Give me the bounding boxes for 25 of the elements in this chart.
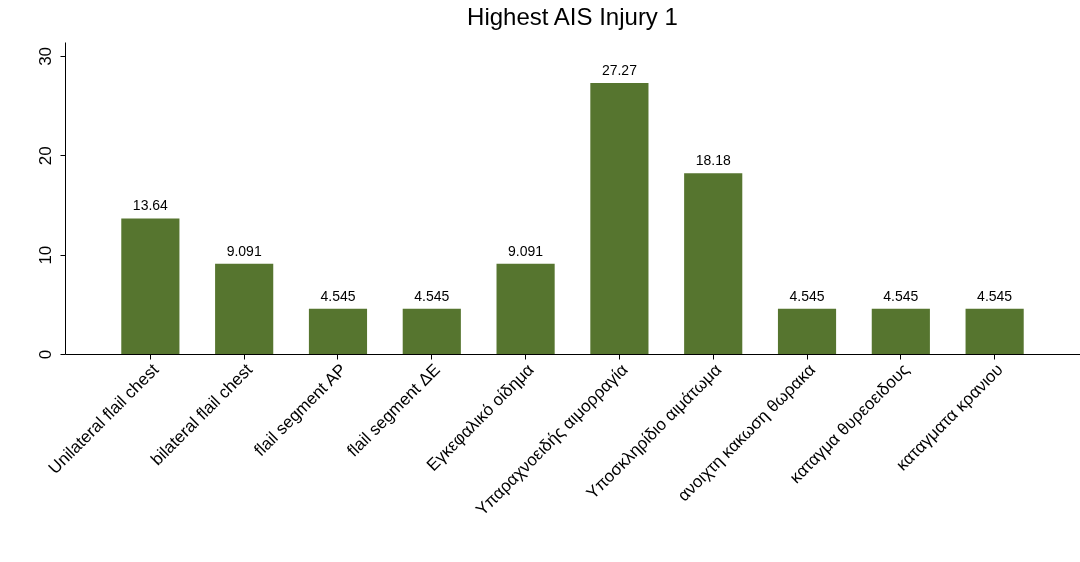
data-label: 4.545 [320,287,356,304]
bar [965,308,1024,354]
y-tick-label: 0 [35,349,55,360]
data-label: 13.64 [132,197,169,214]
bar [684,173,743,354]
chart-title: Highest AIS Injury 1 [467,3,678,30]
data-label: 4.545 [789,287,825,304]
bar [496,263,555,354]
y-tick-label: 30 [35,46,55,66]
bar [402,308,461,354]
y-tick-label: 10 [35,245,55,265]
data-label: 27.27 [601,62,638,79]
bar [308,308,368,354]
bar [871,308,930,354]
bar [121,218,180,354]
data-label: 18.18 [695,152,731,169]
bar [590,83,649,354]
data-label: 4.545 [883,287,919,304]
data-label: 4.545 [977,287,1013,304]
data-label: 9.091 [226,242,262,259]
bar [777,308,837,354]
data-label: 4.545 [414,287,450,304]
data-label: 9.091 [508,242,544,259]
bar [215,263,274,354]
y-tick-label: 20 [35,146,55,166]
